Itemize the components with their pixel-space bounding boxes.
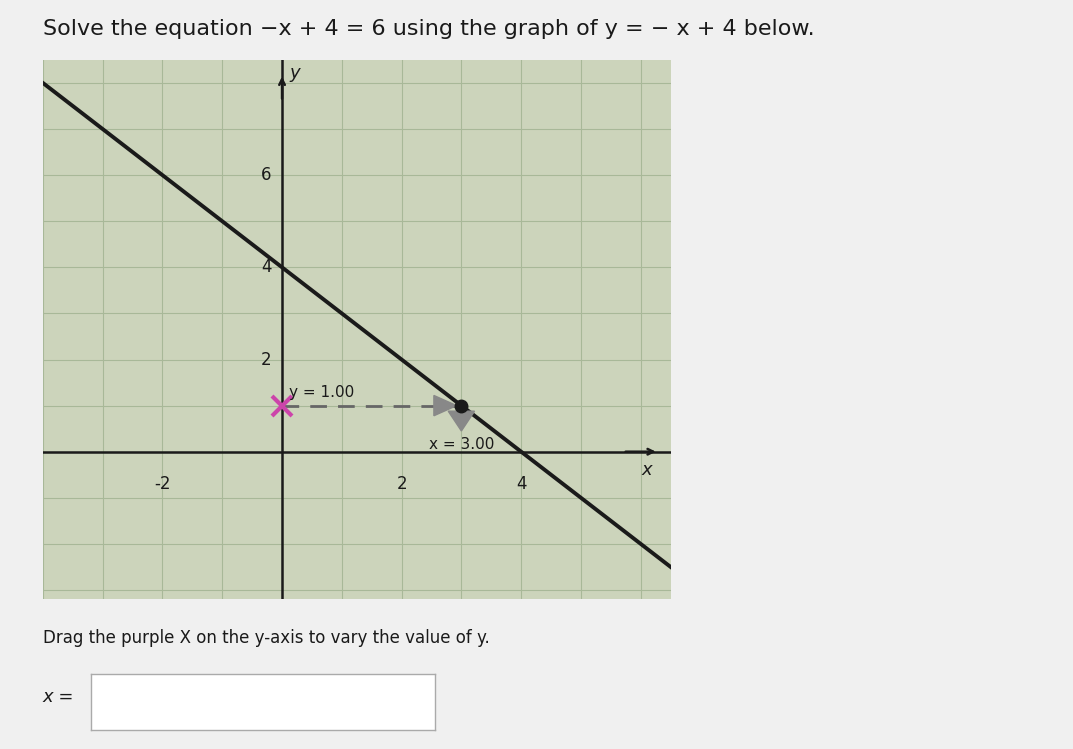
Text: x: x	[642, 461, 652, 479]
Text: 4: 4	[261, 258, 271, 276]
Text: 4: 4	[516, 475, 527, 493]
Text: x =: x =	[43, 688, 74, 706]
Text: x = 3.00: x = 3.00	[428, 437, 494, 452]
Text: -2: -2	[155, 475, 171, 493]
Text: Drag the purple X on the y-axis to vary the value of y.: Drag the purple X on the y-axis to vary …	[43, 629, 489, 647]
Text: 6: 6	[261, 166, 271, 184]
Polygon shape	[433, 395, 457, 416]
Text: 2: 2	[261, 351, 271, 369]
Text: Solve the equation −x + 4 = 6 using the graph of y = − x + 4 below.: Solve the equation −x + 4 = 6 using the …	[43, 19, 814, 39]
Text: y = 1.00: y = 1.00	[290, 385, 354, 400]
Text: 2: 2	[396, 475, 407, 493]
Text: y: y	[290, 64, 300, 82]
Polygon shape	[449, 411, 474, 431]
